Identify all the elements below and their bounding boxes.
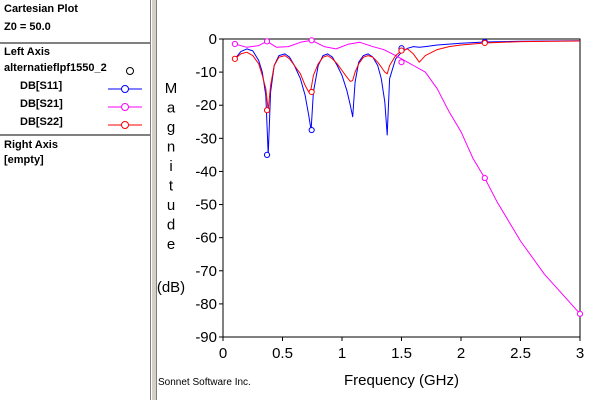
y-tick-labels: 0 -10 -20 -30 -40 -50 -60 -70 -80 -90 — [195, 31, 223, 346]
x-tick-label: 1 — [338, 345, 346, 362]
y-label-letter: n — [167, 139, 175, 156]
panel-splitter[interactable] — [151, 0, 157, 400]
series-line-db-s11- — [234, 40, 581, 156]
series-lines — [231, 37, 584, 317]
y-tick-label: -20 — [195, 97, 217, 114]
z0-label: Z0 = 50.0 — [4, 21, 51, 33]
series-marker-db-s22- — [263, 107, 271, 114]
series-line-db-s21- — [234, 39, 581, 315]
x-tick-label: 0.5 — [272, 345, 293, 362]
y-label-unit: (dB) — [157, 279, 185, 296]
y-tick-label: -90 — [195, 329, 217, 346]
s11-legend-line-icon — [108, 85, 142, 93]
plot-title: Cartesian Plot — [4, 3, 78, 15]
y-tick-label: -40 — [195, 163, 217, 180]
credit-text: Sonnet Software Inc. — [158, 377, 251, 388]
right-axis-section: Right Axis [empty] — [0, 136, 150, 196]
series-marker-db-s21- — [231, 40, 239, 48]
series-marker-db-s21- — [263, 38, 271, 45]
x-tick-label: 1.5 — [391, 345, 412, 362]
series-marker-db-s22- — [481, 39, 488, 47]
y-label-letter: d — [167, 217, 175, 234]
file-name[interactable]: alternatieflpf1550_2 — [4, 62, 107, 74]
y-tick-label: -10 — [195, 64, 217, 81]
series-marker-db-s22- — [398, 47, 405, 54]
x-axis-label: Frequency (GHz) — [344, 372, 459, 389]
y-tick-label: -80 — [195, 296, 217, 313]
right-axis-title: Right Axis — [4, 139, 58, 151]
plot-info-section: Cartesian Plot Z0 = 50.0 — [0, 0, 150, 44]
y-label-letter: t — [169, 178, 174, 195]
series-marker-db-s22- — [231, 55, 239, 62]
legend-trace-s21[interactable]: DB[S21] — [20, 98, 63, 110]
y-tick-label: -70 — [195, 263, 217, 280]
series-line-db-s22- — [234, 40, 581, 111]
y-label-letter: M — [165, 80, 178, 97]
series-marker-db-s21- — [308, 37, 315, 44]
series-marker-db-s11- — [263, 151, 271, 158]
y-tick-label: -30 — [195, 130, 217, 147]
y-tick-label: 0 — [209, 31, 217, 48]
s22-legend-line-icon — [108, 121, 142, 129]
s21-legend-line-icon — [108, 103, 142, 111]
x-tick-label: 2 — [457, 345, 465, 362]
left-axis-title: Left Axis — [4, 46, 51, 58]
y-label-letter: e — [167, 236, 175, 253]
file-marker-icon — [126, 67, 134, 75]
legend-trace-s22[interactable]: DB[S22] — [20, 116, 63, 128]
series-marker-db-s11- — [308, 126, 315, 134]
y-tick-label: -60 — [195, 230, 217, 247]
y-label-letter: i — [169, 158, 172, 175]
series-marker-db-s21- — [398, 59, 405, 66]
legend-panel: Cartesian Plot Z0 = 50.0 Left Axis alter… — [0, 0, 151, 400]
x-tick-label: 0 — [219, 345, 227, 362]
x-tick-label: 2.5 — [510, 345, 531, 362]
series-marker-db-s21- — [481, 174, 488, 182]
x-tick-label: 3 — [576, 345, 584, 362]
right-axis-value: [empty] — [4, 154, 44, 166]
y-label-letter: g — [167, 119, 175, 136]
series-marker-db-s22- — [308, 88, 315, 96]
y-tick-label: -50 — [195, 197, 217, 214]
y-label-letter: a — [167, 100, 176, 117]
x-tick-labels: 0 0.5 1 1.5 2 2.5 3 — [219, 337, 584, 362]
plot-frame — [222, 38, 581, 338]
left-axis-section: Left Axis alternatieflpf1550_2 DB[S11] D… — [0, 43, 150, 136]
legend-trace-s11[interactable]: DB[S11] — [20, 80, 63, 92]
series-marker-db-s21- — [576, 310, 584, 317]
y-label-letter: u — [167, 197, 175, 214]
